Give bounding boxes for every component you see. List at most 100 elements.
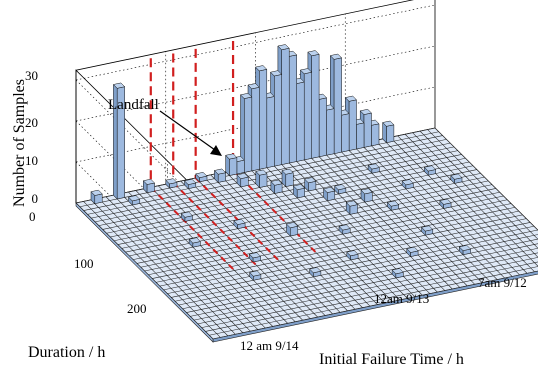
floor-line [174,225,535,302]
bar [360,188,373,203]
landfall-marker-line [172,181,259,268]
bar-front [236,159,245,175]
time-axis-label: Initial Failure Time / h [319,351,464,368]
bar-front [356,122,365,150]
bar-top [322,187,336,193]
duration-tick-label: 100 [74,256,94,271]
z-tick-label: 20 [25,115,38,130]
bar [309,267,322,278]
bar-top [420,225,434,232]
bar [382,120,395,144]
z-tick-label: 30 [25,68,38,83]
floor-line [91,142,451,219]
bar-top [338,224,351,231]
bar-top [304,177,317,184]
bar [304,177,317,192]
bar-top [183,178,197,185]
bar-top [391,268,404,275]
landfall-arrow [159,110,216,151]
bar-front [318,97,327,158]
bar [195,172,208,183]
bar-top [239,93,253,99]
bar-top [345,200,359,207]
bar-top [450,173,463,180]
bar-top [367,163,380,170]
bar-front [259,173,268,188]
floor-line [117,169,477,245]
z-gridline [75,4,436,81]
bar-top [285,222,299,229]
bar-top [344,95,358,102]
bar [367,163,380,174]
z-axis-ticks: 0 10 20 30 [25,68,38,206]
floor-line [136,188,496,264]
bar-top [299,68,313,75]
bar [127,195,141,206]
bar [338,224,351,235]
bar-top [254,65,268,72]
z-tick-label: 10 [25,153,38,168]
bar-top [309,267,322,274]
duration-axis-ticks: 0 100 200 [29,209,147,316]
bar [255,169,268,189]
bar-top [382,120,395,127]
bar [112,82,126,200]
time-tick-label: 12 am 9/14 [240,338,299,353]
floor-line [209,266,538,336]
bar-top [292,184,306,190]
floor-line [113,165,474,242]
bar-top [269,70,283,77]
bar-top [386,200,400,207]
bar-top [180,211,194,218]
bar [248,252,262,263]
bar-top [233,218,246,225]
bar-top [307,50,320,57]
floor-line [178,229,538,306]
floor-line [201,257,538,328]
bar [345,200,359,216]
landfall-annotation: Landfall [108,97,159,113]
bar [249,270,262,281]
bar-top [406,246,419,253]
bar [213,168,227,183]
bar-front [259,68,268,170]
bar [236,173,249,188]
bar-top [281,168,294,175]
floor-line [193,247,538,321]
bar-front [288,54,297,164]
bar [180,211,194,223]
bar-top [458,245,472,251]
time-tick-label: 7am 9/12 [478,275,527,290]
bar [420,225,434,236]
bar [450,173,463,185]
floor-line [182,234,538,310]
floor-line [152,203,512,279]
duration-tick-label: 0 [29,209,36,224]
floor-line [121,173,481,249]
z-gridline [75,86,436,163]
bar-top [188,237,201,244]
bar [188,237,201,248]
bar-front [281,47,290,165]
z-axis-label: Number of Samples [11,79,28,207]
bar-top [401,179,414,186]
bar [142,178,156,194]
floor-line [159,210,519,287]
bar-top [249,270,262,277]
floor-line [190,243,538,317]
time-axis-ticks: 7am 9/12 12am 9/13 12 am 9/14 [240,275,527,353]
time-tick-label: 12am 9/13 [374,291,429,306]
bar-top [359,109,373,115]
floor-line [110,161,470,238]
bar-top [90,189,103,196]
bar-top [255,169,268,176]
bar [334,184,347,195]
bar [386,200,400,211]
bar-front [244,96,253,173]
bar-top [247,83,260,90]
bar [406,246,419,258]
z-tick-label: 0 [32,191,39,206]
bar [292,184,306,199]
